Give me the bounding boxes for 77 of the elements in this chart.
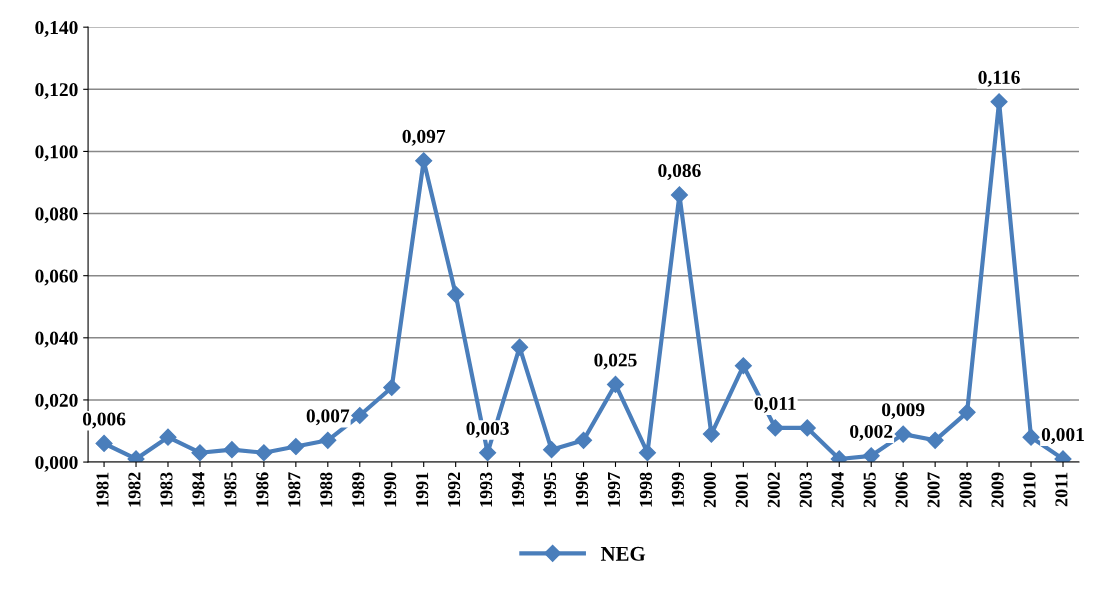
x-tick-label: 1987 — [288, 472, 301, 507]
point — [447, 285, 465, 303]
x-tick-label: 1999 — [671, 472, 684, 507]
x-tick-label: 1985 — [224, 472, 237, 507]
x-tick-label: 2005 — [863, 472, 876, 508]
legend-label: NEG — [600, 546, 646, 561]
point — [638, 444, 657, 462]
x-tick-label: 2000 — [703, 472, 716, 508]
data-label: 0,009 — [882, 403, 925, 420]
point — [511, 338, 529, 356]
x-tick-label: 1991 — [416, 472, 429, 507]
data-label: 0,011 — [754, 396, 796, 413]
x-tick-label: 1993 — [480, 472, 493, 507]
x-tick-label: 1982 — [128, 472, 141, 507]
y-tick-label: 0,000 — [35, 455, 78, 472]
data-label: 0,086 — [658, 163, 701, 180]
point — [606, 375, 625, 393]
x-tick-label: 2002 — [767, 472, 780, 508]
x-tick-label: 1981 — [96, 472, 109, 507]
point — [894, 425, 912, 443]
point — [287, 437, 305, 456]
x-tick-label: 1997 — [607, 472, 621, 507]
point — [1022, 428, 1040, 446]
x-tick-label: 1994 — [511, 472, 525, 507]
data-label: 0,097 — [402, 129, 446, 146]
x-tick-label: 2011 — [1055, 472, 1068, 507]
point — [798, 419, 816, 437]
point — [862, 447, 880, 463]
data-label: 0,006 — [82, 412, 126, 429]
data-label: 0,003 — [466, 421, 509, 438]
point — [255, 444, 273, 462]
point — [95, 434, 113, 452]
data-label: 0,025 — [594, 353, 637, 370]
x-tick-label: 1988 — [320, 472, 333, 507]
x-tick-label: 1992 — [448, 472, 461, 507]
point — [574, 431, 593, 449]
x-tick-label: 1990 — [384, 472, 397, 507]
x-tick-label: 1998 — [639, 472, 652, 507]
x-tick-label: 2008 — [959, 472, 972, 508]
x-tick-label: 1984 — [192, 472, 205, 507]
y-tick-label: 0,140 — [35, 21, 78, 37]
x-tick-label: 1995 — [543, 472, 557, 507]
y-tick-label: 0,040 — [35, 331, 78, 348]
point — [734, 357, 752, 375]
x-tick-label: 1989 — [352, 472, 365, 507]
data-label: 0,002 — [850, 424, 893, 441]
point — [383, 378, 401, 397]
x-tick-label: 2006 — [895, 472, 908, 508]
point — [766, 419, 784, 437]
x-tick-label: 1983 — [160, 472, 173, 507]
point — [958, 403, 976, 421]
point — [319, 431, 337, 449]
point — [670, 186, 688, 204]
data-label: 0,116 — [978, 70, 1020, 87]
y-tick-label: 0,120 — [35, 83, 78, 100]
y-tick-label: 0,060 — [35, 269, 78, 286]
point — [926, 431, 944, 449]
x-tick-label: 2004 — [831, 472, 844, 508]
x-tick-label: 2003 — [799, 472, 812, 508]
point — [159, 428, 177, 446]
x-tick-label: 2009 — [991, 472, 1004, 508]
point — [223, 441, 241, 459]
point — [990, 93, 1008, 111]
data-label: 0,007 — [306, 409, 350, 426]
x-tick-label: 2010 — [1023, 472, 1036, 508]
x-tick-label: 2007 — [927, 472, 940, 508]
x-tick-label: 2001 — [735, 472, 748, 508]
x-tick-label: 1986 — [256, 472, 269, 507]
point — [351, 406, 369, 425]
y-tick-label: 0,080 — [35, 207, 78, 224]
point — [543, 441, 561, 459]
x-tick-label: 1996 — [575, 472, 589, 507]
y-tick-label: 0,100 — [35, 145, 78, 162]
y-tick-label: 0,020 — [35, 393, 78, 410]
point — [702, 425, 720, 443]
data-label: 0,001 — [1041, 427, 1084, 444]
point — [191, 444, 209, 462]
